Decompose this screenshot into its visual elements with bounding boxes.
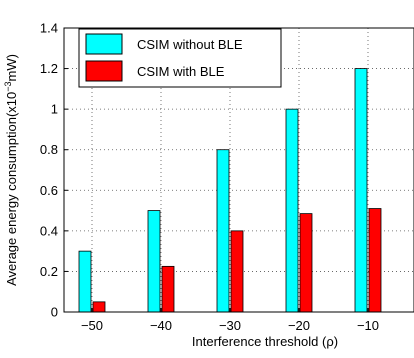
y-tick-label: 0.4 bbox=[40, 223, 58, 238]
bar-with-ble bbox=[299, 213, 313, 313]
y-tick-label: 0.2 bbox=[40, 264, 58, 279]
bar-without-ble bbox=[354, 68, 368, 313]
y-tick-label: 0 bbox=[51, 305, 58, 320]
y-axis-label-exponent: −3 bbox=[3, 82, 13, 92]
y-axis-label: Average energy consumption(x10−3mW) bbox=[3, 54, 19, 286]
legend-swatch-without-ble bbox=[85, 33, 123, 55]
plot-frame bbox=[63, 27, 414, 313]
x-tick-label: −20 bbox=[288, 318, 310, 333]
grid-lines bbox=[64, 28, 414, 312]
x-axis-label: Interference threshold (ρ) bbox=[192, 334, 338, 349]
y-tick-label: 1.4 bbox=[40, 21, 58, 36]
bar-without-ble bbox=[285, 108, 299, 313]
legend-swatch-with-ble bbox=[85, 60, 123, 82]
y-tick-label: 1 bbox=[51, 102, 58, 117]
x-axis-ticks: −50−40−30−20−100 bbox=[81, 308, 379, 333]
x-tick-label: −30 bbox=[219, 318, 241, 333]
legend-label-without-ble: CSIM without BLE bbox=[137, 37, 243, 52]
bars bbox=[78, 68, 382, 313]
y-axis-ticks: 0 0.2 0.4 0.6 0.8 1 1.2 1.4 bbox=[40, 21, 68, 320]
bar-with-ble bbox=[230, 230, 244, 313]
y-tick-label: 0.8 bbox=[40, 142, 58, 157]
y-tick-label: 1.2 bbox=[40, 61, 58, 76]
bar-with-ble bbox=[92, 301, 106, 313]
y-axis-label-unit: mW) bbox=[4, 54, 19, 81]
x-tick-label: −40 bbox=[150, 318, 172, 333]
x-tick-label: −50 bbox=[81, 318, 103, 333]
bar-without-ble bbox=[147, 210, 161, 313]
bar-without-ble bbox=[216, 149, 230, 313]
y-tick-label: 0.6 bbox=[40, 183, 58, 198]
legend: CSIM without BLE CSIM with BLE bbox=[78, 28, 282, 88]
bar-with-ble bbox=[368, 208, 382, 313]
legend-label-with-ble: CSIM with BLE bbox=[137, 64, 225, 79]
x-tick-label: −10 bbox=[357, 318, 379, 333]
y-axis-label-main: Average energy consumption(x10 bbox=[4, 92, 19, 286]
bar-without-ble bbox=[78, 250, 92, 313]
bar-with-ble bbox=[161, 265, 175, 313]
